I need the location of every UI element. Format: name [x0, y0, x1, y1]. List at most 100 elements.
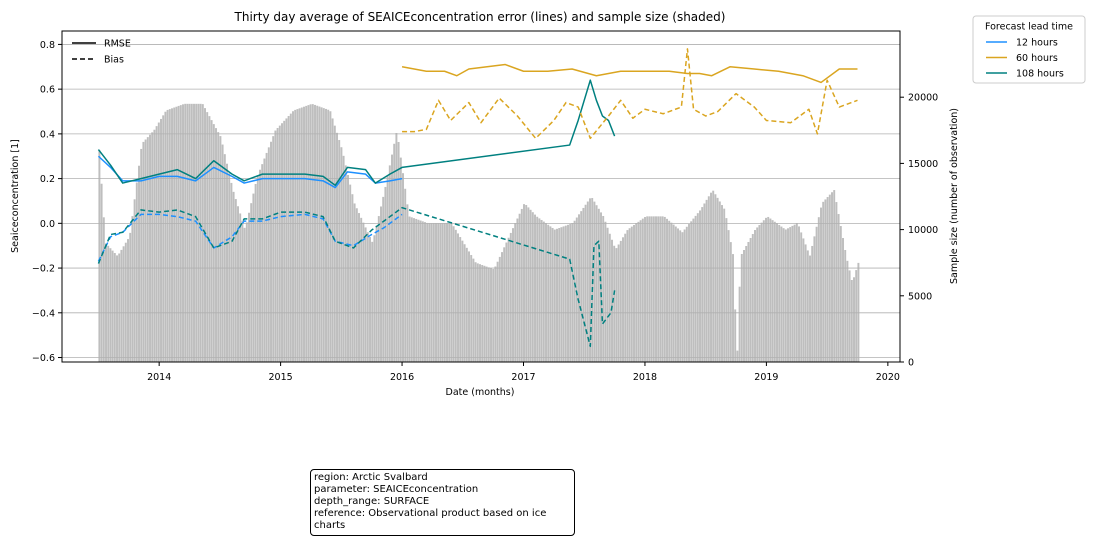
- sample-bar-257: [663, 216, 666, 362]
- sample-bar-25: [153, 129, 156, 362]
- style-legend-label-rmse: RMSE: [104, 39, 131, 50]
- sample-bar-82: [278, 125, 281, 362]
- sample-bar-243: [633, 225, 635, 362]
- sample-bar-109: [338, 140, 341, 362]
- sample-bar-314: [789, 227, 792, 362]
- sample-bar-178: [490, 268, 492, 362]
- sample-bar-32: [168, 109, 171, 362]
- sample-bar-72: [256, 175, 259, 362]
- sample-bar-274: [701, 207, 704, 362]
- sample-bar-264: [679, 230, 682, 362]
- sample-bar-140: [406, 204, 409, 362]
- sample-bar-151: [430, 222, 433, 362]
- sample-bar-325: [813, 236, 816, 362]
- y-tick-label-2: −0.2: [32, 264, 55, 275]
- sample-bar-15: [131, 216, 134, 362]
- sample-bar-276: [705, 199, 708, 362]
- sample-bar-216: [573, 220, 576, 362]
- y-tick-label-4: 0.2: [40, 174, 55, 185]
- sample-bar-204: [547, 224, 550, 362]
- sample-bar-252: [652, 216, 655, 362]
- sample-bar-119: [360, 217, 363, 362]
- sample-bar-199: [536, 216, 539, 362]
- sample-bar-96: [309, 104, 312, 362]
- sample-bar-139: [404, 188, 407, 362]
- sample-bar-198: [534, 214, 536, 362]
- sample-bar-209: [558, 228, 561, 362]
- sample-bar-101: [320, 107, 323, 362]
- sample-bar-323: [809, 255, 811, 362]
- sample-bar-110: [340, 147, 343, 362]
- sample-bar-270: [692, 218, 695, 362]
- sample-bar-298: [754, 230, 756, 362]
- sample-bar-328: [820, 207, 822, 362]
- sample-bar-175: [483, 265, 486, 362]
- sample-bar-132: [388, 165, 391, 362]
- lead-legend-label-108h: 108 hours: [1016, 69, 1064, 80]
- sample-bar-343: [853, 277, 855, 362]
- sample-bar-26: [155, 126, 158, 362]
- series-rmse-0: [97, 155, 403, 189]
- y2-tick-label-4: 20000: [908, 93, 938, 104]
- y2-tick-label-2: 10000: [908, 225, 938, 236]
- sample-bar-203: [545, 223, 547, 362]
- sample-bar-7: [113, 253, 116, 362]
- series-rmse-2: [97, 79, 616, 187]
- sample-bar-106: [331, 118, 334, 362]
- sample-bar-288: [732, 254, 734, 362]
- sample-bar-307: [773, 221, 776, 362]
- sample-bar-134: [393, 143, 396, 362]
- sample-bar-247: [641, 218, 644, 362]
- sample-bar-208: [556, 228, 558, 362]
- sample-bar-310: [780, 226, 783, 362]
- x-tick-label-5: 2019: [754, 372, 778, 383]
- sample-bar-1: [100, 183, 103, 362]
- sample-bar-240: [626, 230, 629, 362]
- sample-bar-14: [129, 232, 132, 362]
- sample-bar-337: [839, 226, 842, 362]
- sample-bar-237: [619, 240, 622, 362]
- sample-bar-160: [450, 222, 453, 362]
- sample-bar-244: [635, 223, 638, 362]
- style-legend-label-bias: Bias: [104, 55, 124, 66]
- sample-bar-4: [107, 245, 110, 362]
- series-lines: [97, 48, 858, 348]
- sample-bar-253: [655, 216, 657, 362]
- sample-bar-17: [135, 182, 138, 362]
- series-bias-1: [97, 213, 403, 262]
- sample-bar-59: [228, 173, 231, 362]
- sample-bar-291: [738, 286, 741, 362]
- sample-bar-283: [721, 205, 723, 362]
- sample-bar-338: [842, 238, 844, 362]
- sample-bar-125: [373, 235, 376, 362]
- sample-bar-195: [527, 207, 530, 362]
- sample-bar-63: [237, 206, 239, 362]
- sample-bar-255: [659, 216, 662, 362]
- sample-bar-104: [327, 109, 330, 362]
- sample-bar-111: [342, 155, 345, 362]
- sample-bar-35: [175, 106, 178, 362]
- sample-bar-33: [171, 108, 173, 362]
- sample-bar-229: [602, 216, 605, 362]
- sample-bar-249: [646, 216, 649, 362]
- sample-bar-30: [164, 111, 167, 363]
- sample-bar-258: [666, 218, 668, 362]
- sample-bar-260: [670, 222, 673, 362]
- sample-bar-124: [371, 241, 374, 362]
- sample-bar-34: [173, 107, 176, 362]
- y2-tick-label-3: 15000: [908, 159, 938, 170]
- sample-bar-107: [333, 125, 336, 362]
- sample-bar-166: [463, 244, 466, 362]
- sample-bar-21: [144, 139, 147, 362]
- sample-bar-262: [674, 226, 677, 362]
- sample-bar-105: [329, 111, 332, 362]
- sample-bar-116: [353, 203, 356, 362]
- sample-bar-267: [685, 226, 688, 362]
- sample-bar-148: [424, 222, 426, 362]
- info-depth-range: depth_range: SURFACE: [314, 496, 430, 507]
- sample-bar-12: [124, 242, 127, 362]
- sample-bar-227: [597, 208, 600, 362]
- y2-tick-label-1: 5000: [908, 291, 932, 302]
- series-bias-5: [402, 48, 858, 140]
- sample-bar-117: [355, 208, 358, 362]
